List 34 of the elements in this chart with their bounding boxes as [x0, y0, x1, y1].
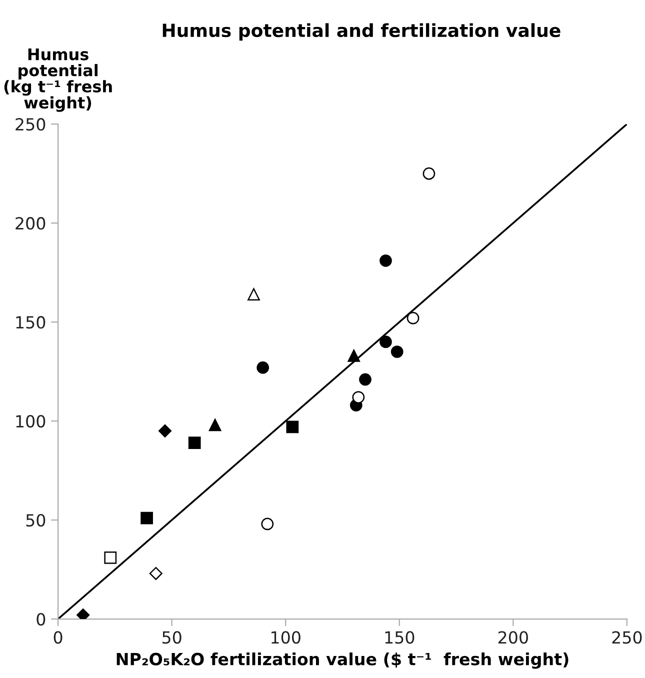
x-tick-label: 0: [54, 631, 62, 644]
point: [261, 518, 274, 530]
point: [352, 391, 365, 404]
y-tick-label: 200: [16, 217, 46, 230]
point: [188, 436, 201, 449]
point: [76, 608, 90, 620]
point: [422, 167, 436, 180]
x-tick-label: 50: [162, 631, 182, 644]
point: [149, 566, 162, 580]
point: [104, 551, 117, 564]
point: [158, 424, 172, 438]
y-tick-label: 250: [16, 118, 46, 131]
point: [208, 418, 222, 432]
point: [256, 361, 270, 374]
point: [140, 512, 153, 524]
point: [248, 288, 260, 301]
point: [286, 420, 299, 434]
point: [380, 254, 392, 267]
y-tick-label: 150: [16, 316, 46, 329]
point: [380, 336, 392, 348]
y-tick-label: 50: [26, 514, 46, 527]
x-tick-label: 250: [612, 631, 642, 644]
point: [348, 350, 360, 362]
y-axis-title: Humus potential (kg t⁻¹ fresh weight): [4, 48, 112, 112]
x-tick-label: 150: [385, 631, 414, 644]
chart-title: Humus potential and fertilization value: [162, 23, 560, 41]
point: [390, 346, 404, 358]
point: [406, 312, 420, 324]
x-tick-label: 200: [498, 631, 528, 644]
y-tick-label: 0: [36, 612, 46, 626]
y-tick-label: 100: [16, 415, 46, 428]
point: [359, 373, 372, 386]
x-tick-label: 100: [272, 631, 300, 644]
x-axis-title: NP₂O₅K₂O fertilization value ($ t⁻¹ fresh weight): [116, 652, 568, 669]
